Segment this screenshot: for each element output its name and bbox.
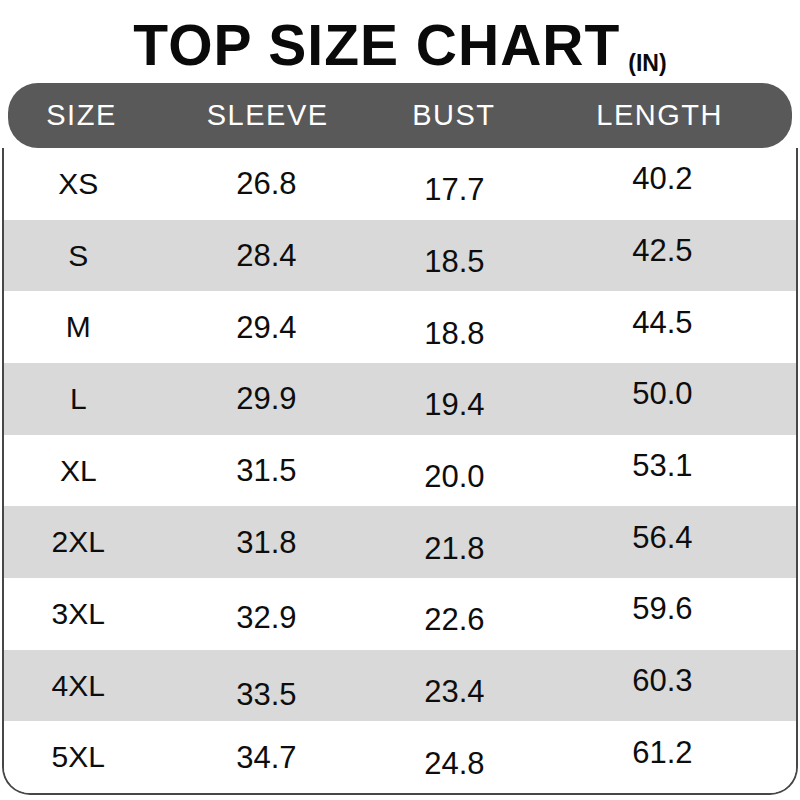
cell-sleeve: 29.4 [153, 312, 381, 343]
cell-sleeve: 29.9 [153, 383, 381, 414]
cell-sleeve: 33.5 [153, 679, 381, 710]
column-header-bust: BUST [380, 99, 527, 132]
cell-sleeve: 34.7 [153, 742, 381, 773]
column-header-size: SIZE [8, 99, 155, 132]
table-row: L 29.9 19.4 50.0 [4, 363, 796, 435]
cell-bust: 18.8 [380, 318, 529, 349]
cell-size: L [4, 384, 153, 414]
cell-length: 56.4 [529, 522, 796, 553]
size-chart-table: XS 26.8 17.7 40.2 S 28.4 18.5 42.5 M 29.… [2, 148, 798, 795]
page-title: TOP SIZE CHART (IN) [0, 12, 800, 78]
cell-size: 5XL [4, 742, 153, 772]
column-header-length: LENGTH [527, 99, 792, 132]
cell-sleeve: 26.8 [153, 168, 381, 199]
cell-length: 59.6 [529, 593, 796, 624]
cell-size: M [4, 312, 153, 342]
cell-length: 40.2 [529, 163, 796, 194]
table-row: XS 26.8 17.7 40.2 [4, 148, 796, 220]
cell-size: S [4, 241, 153, 271]
table-row: M 29.4 18.8 44.5 [4, 291, 796, 363]
size-chart-page: TOP SIZE CHART (IN) SIZE SLEEVE BUST LEN… [0, 0, 800, 800]
cell-bust: 23.4 [380, 676, 529, 707]
table-row: 4XL 33.5 23.4 60.3 [4, 650, 796, 722]
cell-sleeve: 28.4 [153, 240, 381, 271]
cell-size: XL [4, 456, 153, 486]
cell-length: 53.1 [529, 450, 796, 481]
page-title-text: TOP SIZE CHART [133, 17, 620, 74]
cell-bust: 17.7 [380, 174, 529, 205]
cell-size: 2XL [4, 527, 153, 557]
cell-bust: 20.0 [380, 461, 529, 492]
cell-length: 50.0 [529, 378, 796, 409]
table-header-row: SIZE SLEEVE BUST LENGTH [8, 83, 792, 148]
cell-sleeve: 31.5 [153, 455, 381, 486]
cell-bust: 22.6 [380, 604, 529, 635]
cell-sleeve: 32.9 [153, 602, 381, 633]
page-title-unit: (IN) [628, 52, 666, 78]
cell-length: 44.5 [529, 307, 796, 338]
table-row: S 28.4 18.5 42.5 [4, 220, 796, 292]
cell-length: 42.5 [529, 235, 796, 266]
table-row: 3XL 32.9 22.6 59.6 [4, 578, 796, 650]
cell-length: 60.3 [529, 665, 796, 696]
cell-bust: 18.5 [380, 246, 529, 277]
cell-length: 61.2 [529, 737, 796, 768]
cell-bust: 19.4 [380, 389, 529, 420]
column-header-sleeve: SLEEVE [155, 99, 380, 132]
cell-size: XS [4, 169, 153, 199]
cell-sleeve: 31.8 [153, 527, 381, 558]
table-row: 5XL 34.7 24.8 61.2 [4, 721, 796, 793]
cell-bust: 24.8 [380, 748, 529, 779]
cell-size: 4XL [4, 671, 153, 701]
cell-bust: 21.8 [380, 533, 529, 564]
table-row: XL 31.5 20.0 53.1 [4, 435, 796, 507]
table-row: 2XL 31.8 21.8 56.4 [4, 506, 796, 578]
cell-size: 3XL [4, 599, 153, 629]
